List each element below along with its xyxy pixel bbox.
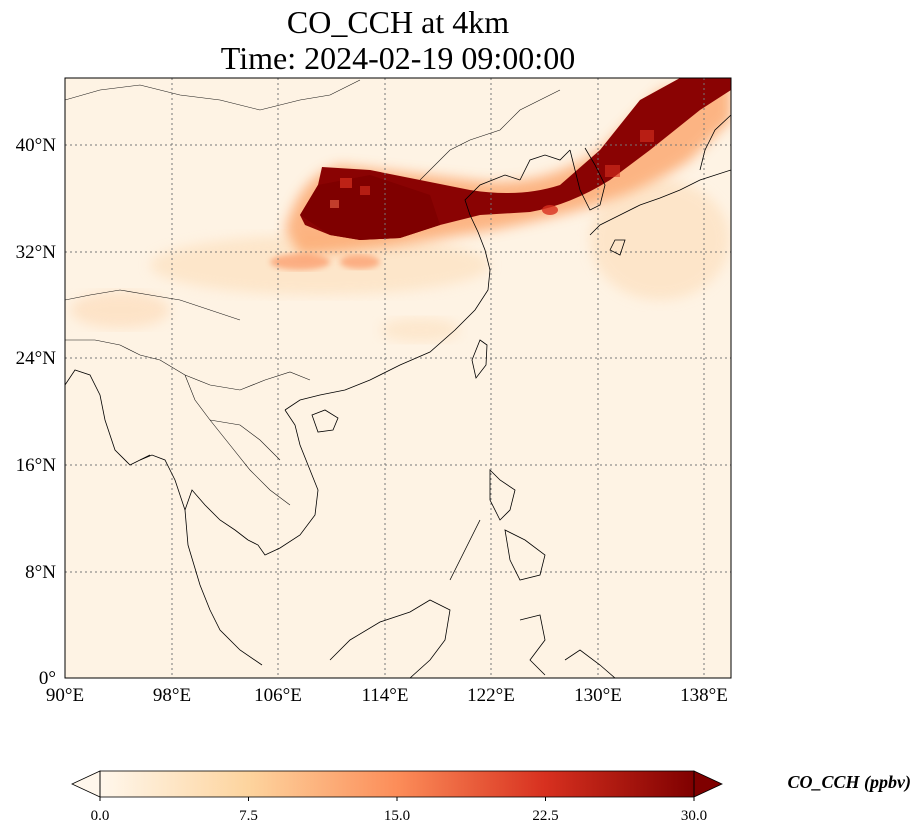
colorbar-label: CO_CCH (ppbv) (788, 772, 912, 793)
colorbar-tick-label: 15.0 (384, 808, 410, 824)
colorbar-tick-label: 0.0 (91, 808, 110, 824)
colorbar-tick-label: 22.5 (532, 808, 558, 824)
lon-tick-label: 122°E (467, 685, 515, 706)
country-borders (65, 79, 561, 506)
lon-tick-label: 130°E (574, 685, 622, 706)
lat-tick-label: 8°N (25, 562, 56, 583)
lon-tick-label: 98°E (153, 685, 191, 706)
longitude-tick-labels: 90°E 98°E 106°E 114°E 122°E 130°E 138°E (46, 685, 728, 706)
concentration-field (70, 78, 731, 342)
coastlines (65, 114, 731, 678)
colorbar-gradient (100, 771, 694, 797)
colorbar-extend-max (693, 770, 723, 798)
lon-tick-label: 90°E (46, 685, 84, 706)
map-subtitle-time: Time: 2024-02-19 09:00:00 (220, 40, 576, 76)
lon-tick-label: 114°E (362, 685, 409, 706)
lon-tick-label: 138°E (680, 685, 728, 706)
colorbar: 0.0 7.5 15.0 22.5 30.0 CO_CCH (ppbv) (71, 770, 912, 824)
map-gridlines (65, 78, 731, 678)
colorbar-tick-label: 7.5 (239, 808, 258, 824)
lat-tick-label: 0° (39, 668, 56, 689)
lon-tick-label: 106°E (254, 685, 302, 706)
map-frame (64, 77, 732, 679)
lat-tick-label: 16°N (16, 455, 57, 476)
lat-tick-label: 40°N (16, 135, 57, 156)
map-title: CO_CCH at 4km (286, 4, 510, 40)
colorbar-tick-label: 30.0 (681, 808, 707, 824)
latitude-tick-labels: 0° 8°N 16°N 24°N 32°N 40°N (16, 135, 57, 689)
lat-tick-label: 32°N (16, 242, 57, 263)
lat-tick-label: 24°N (16, 348, 57, 369)
colorbar-extend-min (71, 770, 101, 798)
